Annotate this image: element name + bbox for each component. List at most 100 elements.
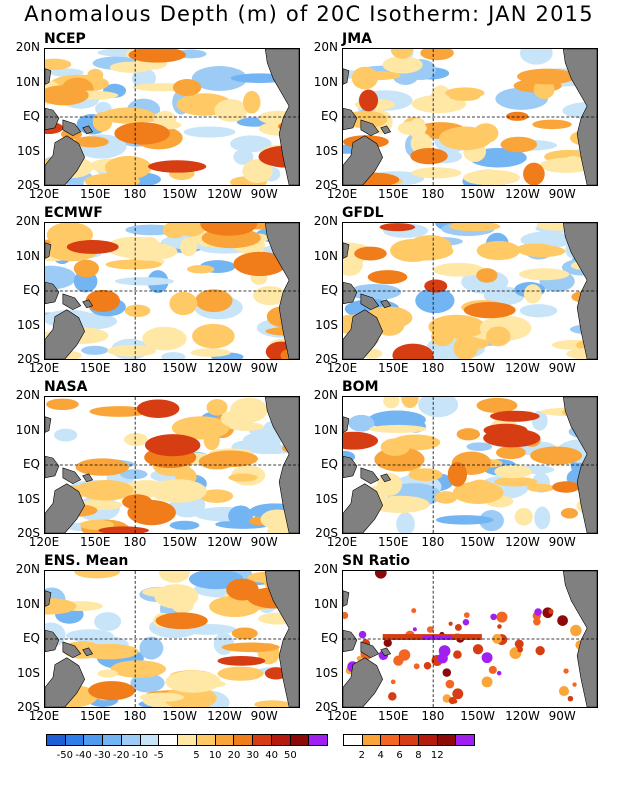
map-field xyxy=(45,223,299,359)
colorbar-tick-label: -40 xyxy=(75,750,92,761)
colorbar-tick-label: 4 xyxy=(377,750,384,761)
latitude-label: 20N xyxy=(15,214,40,228)
colorbar-tick-label: -30 xyxy=(94,750,111,761)
longitude-label: 180 xyxy=(123,187,147,201)
map-field xyxy=(343,223,597,359)
colorbar-tick-label: -20 xyxy=(113,750,130,761)
latitude-label: 20S xyxy=(315,352,338,366)
latitude-label: EQ xyxy=(320,109,338,123)
colorbar-swatch xyxy=(215,735,235,745)
longitude-label: 120E xyxy=(28,709,60,723)
longitude-label: 120W xyxy=(505,187,540,201)
colorbar-tick-label: -50 xyxy=(56,750,73,761)
longitude-label: 120E xyxy=(28,187,60,201)
map-panel xyxy=(44,396,300,534)
longitude-label: 120E xyxy=(28,535,60,549)
map-panel xyxy=(342,222,598,360)
latitude-label: 10N xyxy=(15,74,40,89)
longitude-label: 120W xyxy=(207,361,242,375)
latitude-label: 10N xyxy=(313,248,338,263)
longitude-label: 120E xyxy=(28,361,60,375)
colorbar-swatch xyxy=(140,735,160,745)
latitude-label: 10N xyxy=(313,596,338,611)
panel-label: JMA xyxy=(342,31,372,47)
latitude-label: EQ xyxy=(22,457,40,471)
latitude-label: 20N xyxy=(15,40,40,54)
colorbar-swatch xyxy=(290,735,310,745)
panel-label: GFDL xyxy=(342,205,384,221)
longitude-label: 90W xyxy=(250,361,278,375)
colorbar-swatch xyxy=(309,735,328,745)
map-panel xyxy=(44,222,300,360)
panel-label: NASA xyxy=(44,379,88,395)
longitude-label: 150W xyxy=(162,535,198,549)
colorbar-tick-label: 40 xyxy=(265,750,278,761)
latitude-label: 10S xyxy=(315,665,338,680)
latitude-label: 20N xyxy=(15,388,40,402)
panel-label: BOM xyxy=(342,379,379,395)
latitude-label: 20S xyxy=(315,526,338,540)
longitude-label: 180 xyxy=(123,535,147,549)
longitude-label: 120E xyxy=(326,709,358,723)
colorbar-swatch xyxy=(234,735,254,745)
latitude-label: 20S xyxy=(17,178,40,192)
longitude-label: 120E xyxy=(326,535,358,549)
longitude-label: 150W xyxy=(460,361,496,375)
latitude-label: 20S xyxy=(17,700,40,714)
map-panel xyxy=(342,570,598,708)
latitude-label: 20S xyxy=(17,352,40,366)
colorbar-tick-label: 20 xyxy=(227,750,241,761)
longitude-label: 90W xyxy=(548,361,576,375)
colorbar-swatch xyxy=(159,735,179,745)
longitude-label: 180 xyxy=(421,535,445,549)
panel-label: ECMWF xyxy=(44,205,103,221)
colorbar-swatch xyxy=(344,735,363,745)
map-panel xyxy=(342,48,598,186)
colorbar-tick-label: 8 xyxy=(415,750,422,761)
longitude-label: 90W xyxy=(250,535,278,549)
longitude-label: 180 xyxy=(421,361,445,375)
colorbar-tick-label: 2 xyxy=(358,750,366,761)
longitude-label: 150W xyxy=(460,187,496,201)
map-panel xyxy=(44,570,300,708)
latitude-label: 10N xyxy=(313,74,338,89)
latitude-label: 10S xyxy=(315,491,338,506)
colorbar-swatch xyxy=(65,735,85,745)
longitude-label: 120E xyxy=(326,187,358,201)
longitude-label: 180 xyxy=(421,709,445,723)
longitude-label: 180 xyxy=(421,187,445,201)
latitude-label: 10S xyxy=(17,491,40,506)
colorbar-swatch xyxy=(196,735,216,745)
longitude-label: 120W xyxy=(505,361,540,375)
colorbar-swatch xyxy=(437,735,457,745)
latitude-label: 10N xyxy=(15,422,40,437)
latitude-label: 10N xyxy=(15,248,40,263)
latitude-label: 10S xyxy=(17,317,40,332)
colorbar-swatch xyxy=(456,735,475,745)
latitude-label: 20N xyxy=(313,388,338,402)
latitude-label: EQ xyxy=(22,283,40,297)
longitude-label: 150W xyxy=(460,709,496,723)
longitude-label: 90W xyxy=(548,535,576,549)
figure-title: Anomalous Depth (m) of 20C Isotherm: JAN… xyxy=(24,2,594,26)
longitude-label: 150W xyxy=(162,187,198,201)
latitude-label: 10S xyxy=(315,143,338,158)
latitude-label: 10S xyxy=(17,665,40,680)
colorbar-swatch xyxy=(121,735,141,745)
colorbar-tick-label: 12 xyxy=(430,750,444,761)
map-panel xyxy=(44,48,300,186)
colorbar-tick-label: 6 xyxy=(396,750,403,761)
colorbar-tick-label: -10 xyxy=(131,750,149,761)
latitude-label: 20S xyxy=(315,700,338,714)
map-field xyxy=(343,397,597,533)
latitude-label: EQ xyxy=(22,631,40,645)
colorbar-swatch xyxy=(84,735,104,745)
latitude-label: 10N xyxy=(313,422,338,437)
longitude-label: 150E xyxy=(377,187,409,201)
latitude-label: EQ xyxy=(320,283,338,297)
longitude-label: 150E xyxy=(79,187,111,201)
longitude-label: 150W xyxy=(162,709,198,723)
longitude-label: 120E xyxy=(326,361,358,375)
snr-colorbar xyxy=(343,734,475,746)
panel-label: ENS. Mean xyxy=(44,553,129,569)
